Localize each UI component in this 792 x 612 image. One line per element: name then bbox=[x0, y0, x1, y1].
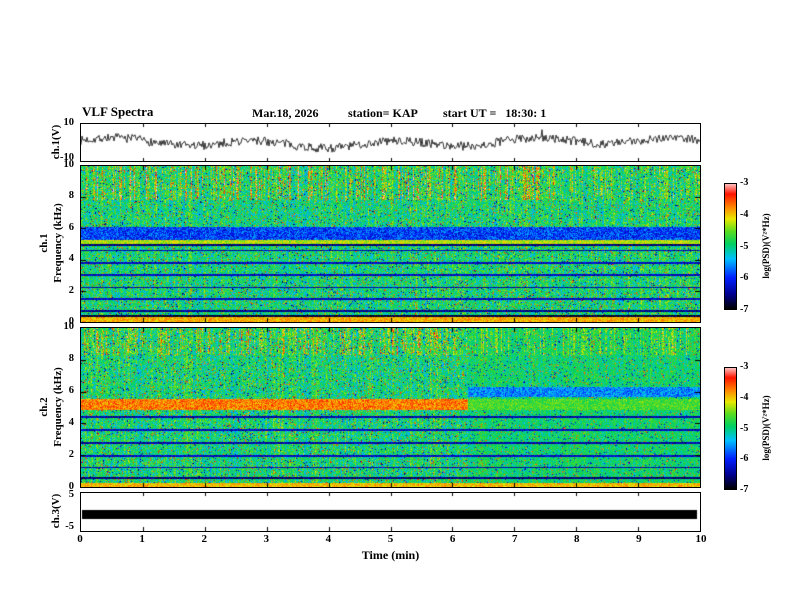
time-tick-label: 1 bbox=[139, 533, 145, 545]
ch3-waveform-canvas bbox=[81, 493, 700, 531]
ch1-waveform-canvas bbox=[81, 124, 700, 161]
waveform-ymin-tick: -10 bbox=[60, 152, 74, 163]
time-axis-label: Time (min) bbox=[361, 548, 420, 562]
psd-tick-label: -3 bbox=[740, 361, 749, 372]
colorbar-ch1-units-label: log(PSD)(V²*Hz) bbox=[761, 213, 771, 279]
psd-tick-label: -4 bbox=[740, 209, 749, 220]
station-label: station= KAP bbox=[348, 106, 418, 120]
time-tick-label: 6 bbox=[449, 533, 456, 545]
psd-tick-label: -5 bbox=[740, 241, 749, 252]
freq-tick-label: 4 bbox=[68, 253, 74, 264]
freq-tick-label: 8 bbox=[68, 190, 74, 201]
time-tick-label: 5 bbox=[387, 533, 394, 545]
ch3-waveform-panel bbox=[80, 492, 701, 532]
freq-tick-label: 0 bbox=[68, 481, 74, 492]
colorbar-ch2-units-label: log(PSD)(V²*Hz) bbox=[761, 395, 771, 461]
psd-tick-label: -4 bbox=[740, 392, 749, 403]
time-tick-label: 9 bbox=[636, 533, 642, 545]
time-tick-label: 3 bbox=[263, 533, 270, 545]
freq-tick-label: 10 bbox=[63, 321, 75, 332]
freq-tick-label: 6 bbox=[68, 385, 74, 396]
psd-tick-label: -6 bbox=[740, 453, 749, 464]
spec2-channel-label: ch.2 bbox=[38, 397, 50, 417]
ch1-waveform-panel bbox=[80, 123, 701, 162]
freq-tick-label: 4 bbox=[68, 417, 74, 428]
psd-tick-label: -3 bbox=[740, 177, 749, 188]
time-tick-label: 4 bbox=[325, 533, 332, 545]
psd-tick-label: -7 bbox=[740, 484, 749, 495]
freq-tick-label: 2 bbox=[68, 285, 74, 296]
ch1-spectrogram-panel bbox=[80, 165, 701, 323]
freq-tick-label: 2 bbox=[68, 449, 74, 460]
ch3-ymax-tick: 5 bbox=[68, 489, 74, 500]
time-tick-label: 10 bbox=[695, 533, 707, 545]
colorbar-ch1 bbox=[724, 183, 737, 310]
colorbar-ch2 bbox=[724, 367, 737, 490]
spec2-frequency-axis-label: Frequency (kHz) bbox=[52, 367, 64, 447]
time-tick-label: 7 bbox=[511, 533, 518, 545]
ch1-spectrogram-canvas bbox=[81, 166, 700, 322]
freq-tick-label: 8 bbox=[68, 353, 74, 364]
freq-tick-label: 0 bbox=[68, 316, 74, 327]
start-ut-label: start UT = 18:30: 1 bbox=[443, 106, 547, 120]
freq-tick-label: 10 bbox=[63, 159, 75, 170]
spec1-channel-label: ch.1 bbox=[38, 233, 50, 253]
time-tick-label: 8 bbox=[574, 533, 580, 545]
psd-tick-label: -5 bbox=[740, 423, 749, 434]
time-tick-label: 0 bbox=[77, 533, 83, 545]
psd-tick-label: -6 bbox=[740, 272, 749, 283]
date-label: Mar.18, 2026 bbox=[252, 106, 319, 120]
psd-tick-label: -7 bbox=[740, 304, 749, 315]
spec1-frequency-axis-label: Frequency (kHz) bbox=[52, 203, 64, 283]
time-tick-label: 2 bbox=[201, 533, 207, 545]
ch2-spectrogram-canvas bbox=[81, 328, 700, 487]
freq-tick-label: 6 bbox=[68, 222, 74, 233]
figure-title: VLF Spectra bbox=[82, 104, 154, 119]
ch2-spectrogram-panel bbox=[80, 327, 701, 488]
waveform-ymax-tick: 10 bbox=[63, 117, 75, 128]
ch3-ymin-tick: -5 bbox=[65, 521, 74, 532]
